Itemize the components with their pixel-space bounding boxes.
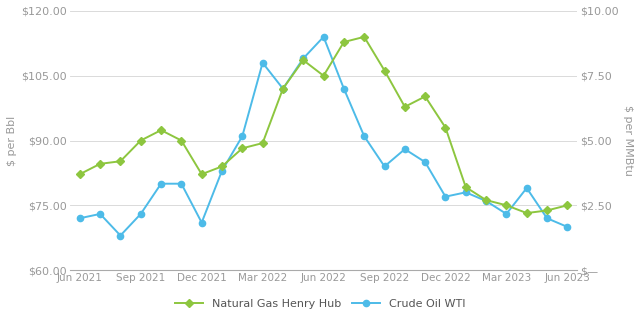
Crude Oil WTI	[198, 221, 205, 224]
Crude Oil WTI	[177, 182, 185, 185]
Natural Gas Henry Hub	[502, 204, 510, 207]
Crude Oil WTI	[96, 212, 104, 216]
Crude Oil WTI	[340, 87, 348, 90]
Natural Gas Henry Hub	[381, 69, 388, 72]
Natural Gas Henry Hub	[563, 204, 571, 207]
Crude Oil WTI	[218, 169, 226, 173]
Y-axis label: $ per MMBtu: $ per MMBtu	[623, 105, 633, 176]
Line: Natural Gas Henry Hub: Natural Gas Henry Hub	[77, 34, 570, 216]
Natural Gas Henry Hub	[116, 159, 124, 163]
Natural Gas Henry Hub	[482, 198, 490, 202]
Crude Oil WTI	[523, 186, 531, 190]
Crude Oil WTI	[563, 225, 571, 229]
Natural Gas Henry Hub	[198, 172, 205, 176]
Crude Oil WTI	[482, 199, 490, 203]
Crude Oil WTI	[442, 195, 449, 199]
Crude Oil WTI	[401, 147, 409, 151]
Natural Gas Henry Hub	[401, 105, 409, 109]
Crude Oil WTI	[239, 134, 246, 138]
Natural Gas Henry Hub	[218, 165, 226, 168]
Natural Gas Henry Hub	[360, 35, 368, 39]
Crude Oil WTI	[502, 212, 510, 216]
Legend: Natural Gas Henry Hub, Crude Oil WTI: Natural Gas Henry Hub, Crude Oil WTI	[170, 294, 470, 313]
Crude Oil WTI	[259, 61, 266, 65]
Crude Oil WTI	[279, 87, 287, 90]
Crude Oil WTI	[320, 35, 328, 39]
Natural Gas Henry Hub	[421, 95, 429, 99]
Y-axis label: $ per Bbl: $ per Bbl	[7, 115, 17, 166]
Natural Gas Henry Hub	[300, 58, 307, 62]
Crude Oil WTI	[157, 182, 165, 185]
Natural Gas Henry Hub	[543, 209, 551, 213]
Crude Oil WTI	[116, 233, 124, 237]
Natural Gas Henry Hub	[462, 185, 470, 189]
Natural Gas Henry Hub	[239, 147, 246, 150]
Crude Oil WTI	[76, 216, 84, 220]
Natural Gas Henry Hub	[442, 126, 449, 129]
Crude Oil WTI	[300, 57, 307, 61]
Natural Gas Henry Hub	[137, 138, 145, 142]
Natural Gas Henry Hub	[177, 138, 185, 142]
Natural Gas Henry Hub	[96, 162, 104, 166]
Crude Oil WTI	[421, 160, 429, 164]
Natural Gas Henry Hub	[340, 40, 348, 44]
Natural Gas Henry Hub	[76, 172, 84, 176]
Natural Gas Henry Hub	[259, 141, 266, 145]
Crude Oil WTI	[381, 165, 388, 168]
Natural Gas Henry Hub	[320, 74, 328, 78]
Natural Gas Henry Hub	[279, 87, 287, 90]
Natural Gas Henry Hub	[523, 211, 531, 215]
Line: Crude Oil WTI: Crude Oil WTI	[77, 34, 570, 239]
Natural Gas Henry Hub	[157, 128, 165, 132]
Crude Oil WTI	[543, 216, 551, 220]
Crude Oil WTI	[360, 134, 368, 138]
Crude Oil WTI	[462, 190, 470, 194]
Crude Oil WTI	[137, 212, 145, 216]
